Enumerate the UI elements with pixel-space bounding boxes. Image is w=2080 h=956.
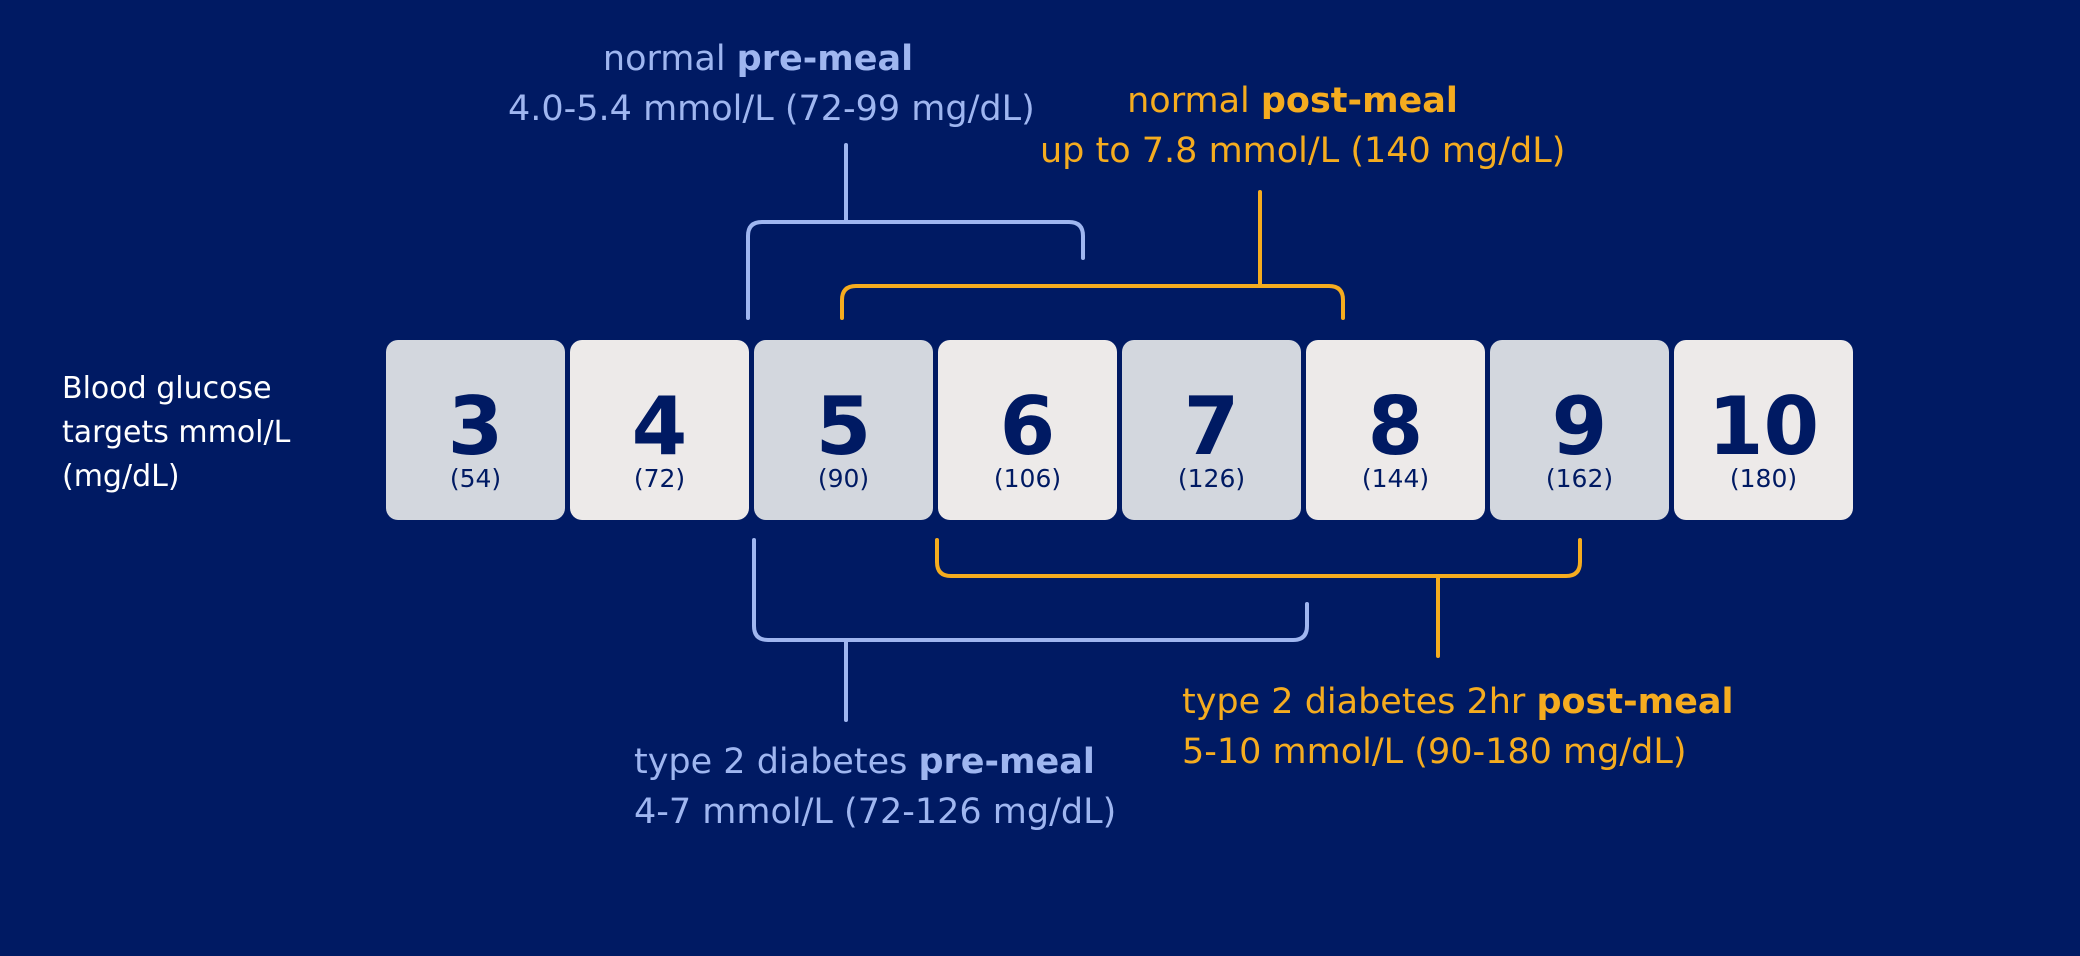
type2-post-meal-range: 5-10 mmol/L (90-180 mg/dL): [1182, 732, 1687, 772]
type2-post-meal-heading: type 2 diabetes 2hr post-meal: [1182, 677, 1733, 727]
scale-mmol-value: 3: [447, 380, 504, 473]
scale-cell-5: 5 (90): [754, 340, 933, 520]
normal-post-meal-range: up to 7.8 mmol/L (140 mg/dL): [1040, 131, 1566, 171]
normal-pre-meal-range: 4.0-5.4 mmol/L (72-99 mg/dL): [508, 89, 1035, 129]
scale-mgdl-value: (144): [1361, 464, 1430, 493]
scale-cell-8: 8 (144): [1306, 340, 1485, 520]
normal-pre-meal-annotation: normal pre-meal 4.0-5.4 mmol/L (72-99 mg…: [508, 34, 1035, 134]
scale-mmol-value: 7: [1183, 380, 1240, 473]
scale-cell-7: 7 (126): [1122, 340, 1301, 520]
scale-cell-9: 9 (162): [1490, 340, 1669, 520]
scale-mmol-value: 5: [815, 380, 872, 473]
type2-pre-meal-bracket: [752, 538, 1309, 722]
type2-pre-meal-annotation: type 2 diabetes pre-meal 4-7 mmol/L (72-…: [634, 737, 1116, 837]
type2-pre-meal-heading: type 2 diabetes pre-meal: [634, 737, 1116, 787]
annotation-emphasis: post-meal: [1536, 682, 1734, 722]
type2-pre-meal-range: 4-7 mmol/L (72-126 mg/dL): [634, 792, 1117, 832]
scale-cell-3: 3 (54): [386, 340, 565, 520]
annotation-prefix: type 2 diabetes 2hr: [1182, 682, 1537, 722]
scale-mgdl-value: (126): [1177, 464, 1246, 493]
annotation-prefix: normal: [602, 39, 737, 79]
scale-cell-10: 10 (180): [1674, 340, 1853, 520]
type2-post-meal-annotation: type 2 diabetes 2hr post-meal 5-10 mmol/…: [1182, 677, 1733, 777]
type2-post-meal-bracket: [935, 538, 1582, 658]
scale-mgdl-value: (72): [633, 464, 686, 493]
scale-mmol-value: 6: [999, 380, 1056, 473]
scale-mmol-value: 8: [1367, 380, 1424, 473]
annotation-emphasis: pre-meal: [918, 742, 1095, 782]
scale-cell-4: 4 (72): [570, 340, 749, 520]
scale-cell-6: 6 (106): [938, 340, 1117, 520]
normal-post-meal-annotation: normal post-meal up to 7.8 mmol/L (140 m…: [1040, 76, 1566, 176]
scale-mgdl-value: (90): [817, 464, 870, 493]
scale-mgdl-value: (162): [1545, 464, 1614, 493]
normal-post-meal-heading: normal post-meal: [1040, 76, 1545, 126]
scale-mgdl-value: (106): [993, 464, 1062, 493]
normal-post-meal-bracket: [840, 190, 1345, 320]
scale-mgdl-value: (180): [1729, 464, 1798, 493]
annotation-emphasis: pre-meal: [736, 39, 914, 79]
scale-mmol-value: 9: [1551, 380, 1608, 473]
annotation-prefix: type 2 diabetes: [634, 742, 919, 782]
scale-mmol-value: 10: [1707, 380, 1820, 473]
annotation-emphasis: post-meal: [1260, 81, 1458, 121]
annotation-prefix: normal: [1127, 81, 1261, 121]
axis-label: Blood glucose targets mmol/L (mg/dL): [62, 371, 291, 494]
scale-mmol-value: 4: [631, 380, 688, 473]
normal-pre-meal-heading: normal pre-meal: [508, 34, 1008, 84]
normal-pre-meal-bracket: [746, 143, 1085, 320]
scale-mgdl-value: (54): [449, 464, 502, 493]
